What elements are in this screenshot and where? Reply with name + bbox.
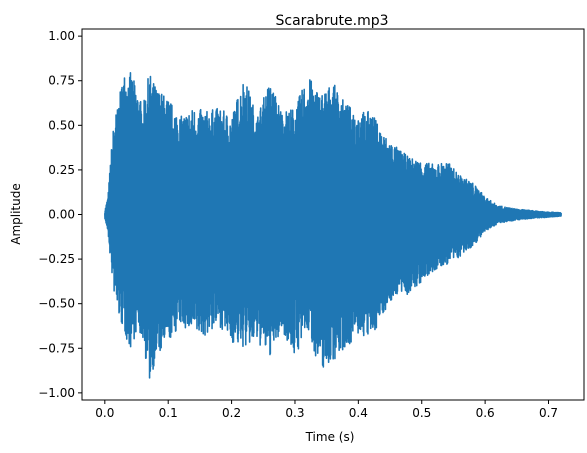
- chart-title: Scarabrute.mp3: [276, 13, 389, 29]
- y-tick-label: 0.25: [48, 163, 75, 177]
- y-tick-label: 0.75: [48, 74, 75, 88]
- y-tick-label: −1.00: [38, 386, 75, 400]
- x-tick-label: 0.7: [539, 406, 558, 420]
- y-tick-label: 1.00: [48, 29, 75, 43]
- x-tick-label: 0.2: [222, 406, 241, 420]
- y-tick-label: 0.50: [48, 118, 75, 132]
- y-tick-label: 0.00: [48, 208, 75, 222]
- x-tick-label: 0.3: [285, 406, 304, 420]
- waveform-series-line: [104, 71, 562, 379]
- plot-area: [81, 28, 585, 401]
- y-axis-label: Amplitude: [9, 183, 23, 245]
- x-tick-label: 0.0: [95, 406, 114, 420]
- waveform-layer: [104, 71, 562, 379]
- y-axis: −1.00 −0.75 −0.50 −0.25 0.00 0.25 0.50 0.75 1.00: [38, 29, 82, 400]
- x-tick-label: 0.1: [159, 406, 178, 420]
- x-tick-label: 0.4: [349, 406, 368, 420]
- x-axis-label: Time (s): [305, 430, 355, 444]
- y-tick-label: −0.50: [38, 297, 75, 311]
- y-tick-label: −0.75: [38, 341, 75, 355]
- x-tick-label: 0.6: [476, 406, 495, 420]
- x-tick-label: 0.5: [412, 406, 431, 420]
- y-tick-label: −0.25: [38, 252, 75, 266]
- x-axis: 0.0 0.1 0.2 0.3 0.4 0.5 0.6 0.7: [95, 400, 558, 420]
